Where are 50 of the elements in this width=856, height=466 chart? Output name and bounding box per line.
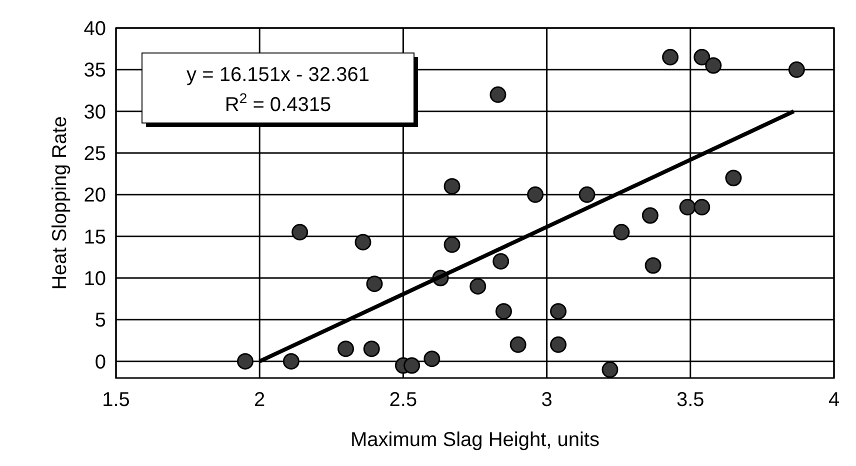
point <box>444 178 460 195</box>
y-tick-label: 5 <box>94 310 106 332</box>
point <box>662 48 679 66</box>
x-tick-label: 2.5 <box>389 389 418 411</box>
point <box>644 257 662 274</box>
y-tick-label: 35 <box>84 60 106 82</box>
point <box>613 224 630 240</box>
point <box>404 357 420 374</box>
y-tick-label: 10 <box>84 268 106 290</box>
point <box>492 253 510 270</box>
point <box>366 276 383 292</box>
point <box>578 186 596 203</box>
x-tick-label: 3 <box>541 389 552 411</box>
point <box>602 361 618 378</box>
point <box>354 234 372 250</box>
point <box>236 353 254 370</box>
x-tick-label: 4 <box>828 389 840 411</box>
point <box>527 186 544 203</box>
point <box>694 198 710 216</box>
point <box>694 48 710 66</box>
point <box>292 224 308 240</box>
point <box>788 61 805 78</box>
point <box>424 350 440 368</box>
x-tick-label: 3.5 <box>676 389 704 411</box>
y-tick-label: 40 <box>84 18 106 40</box>
x-tick-label: 2 <box>254 389 266 411</box>
y-axis-title: Heat Slopping Rate <box>49 116 71 290</box>
point <box>495 303 512 320</box>
point <box>725 170 742 186</box>
x-axis-title: Maximum Slag Height, units <box>350 429 600 451</box>
point <box>470 278 486 295</box>
point <box>642 207 658 224</box>
point <box>510 336 526 353</box>
annotation: R$^{2}$ = 0.4315 <box>224 90 332 116</box>
point <box>679 198 696 216</box>
y-tick-label: 15 <box>84 226 106 248</box>
point <box>490 86 506 103</box>
y-tick-label: 25 <box>84 143 106 165</box>
point <box>444 236 460 253</box>
point <box>705 57 722 74</box>
x-tick-label: 1.5 <box>102 389 130 411</box>
y-tick-label: 20 <box>84 184 106 207</box>
point <box>363 340 380 358</box>
point <box>550 303 567 320</box>
y-tick-label: 30 <box>84 101 106 124</box>
y-tick-label: 0 <box>94 351 106 374</box>
point <box>282 353 300 370</box>
point <box>338 340 354 358</box>
annotation: y = 16.151x - 32.361 <box>186 64 370 86</box>
point <box>550 336 567 353</box>
